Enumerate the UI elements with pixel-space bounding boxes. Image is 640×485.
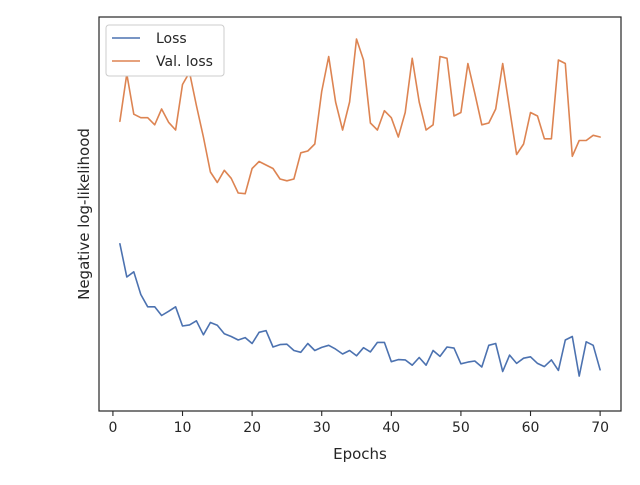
series-line-1	[119, 38, 601, 195]
series-line-0	[119, 243, 601, 377]
y-axis-label: Negative log-likelihood	[75, 128, 93, 300]
legend: Loss Val. loss	[105, 24, 225, 77]
x-tick-label: 50	[452, 420, 470, 436]
legend-label-1: Val. loss	[156, 54, 213, 70]
x-axis-label: Epochs	[333, 445, 387, 463]
x-tick-label: 0	[108, 420, 117, 436]
series-layer	[119, 38, 601, 377]
plot-background	[99, 17, 621, 411]
x-tick-label: 10	[174, 420, 192, 436]
x-tick-label: 20	[243, 420, 261, 436]
x-tick-label: 30	[313, 420, 331, 436]
legend-label-0: Loss	[156, 31, 187, 47]
x-tick-label: 70	[591, 420, 609, 436]
x-tick-label: 60	[522, 420, 540, 436]
x-axis-ticks: 0 10 20 30 40 50 60 70	[108, 411, 609, 436]
x-tick-label: 40	[382, 420, 400, 436]
plot-frame	[98, 16, 622, 412]
